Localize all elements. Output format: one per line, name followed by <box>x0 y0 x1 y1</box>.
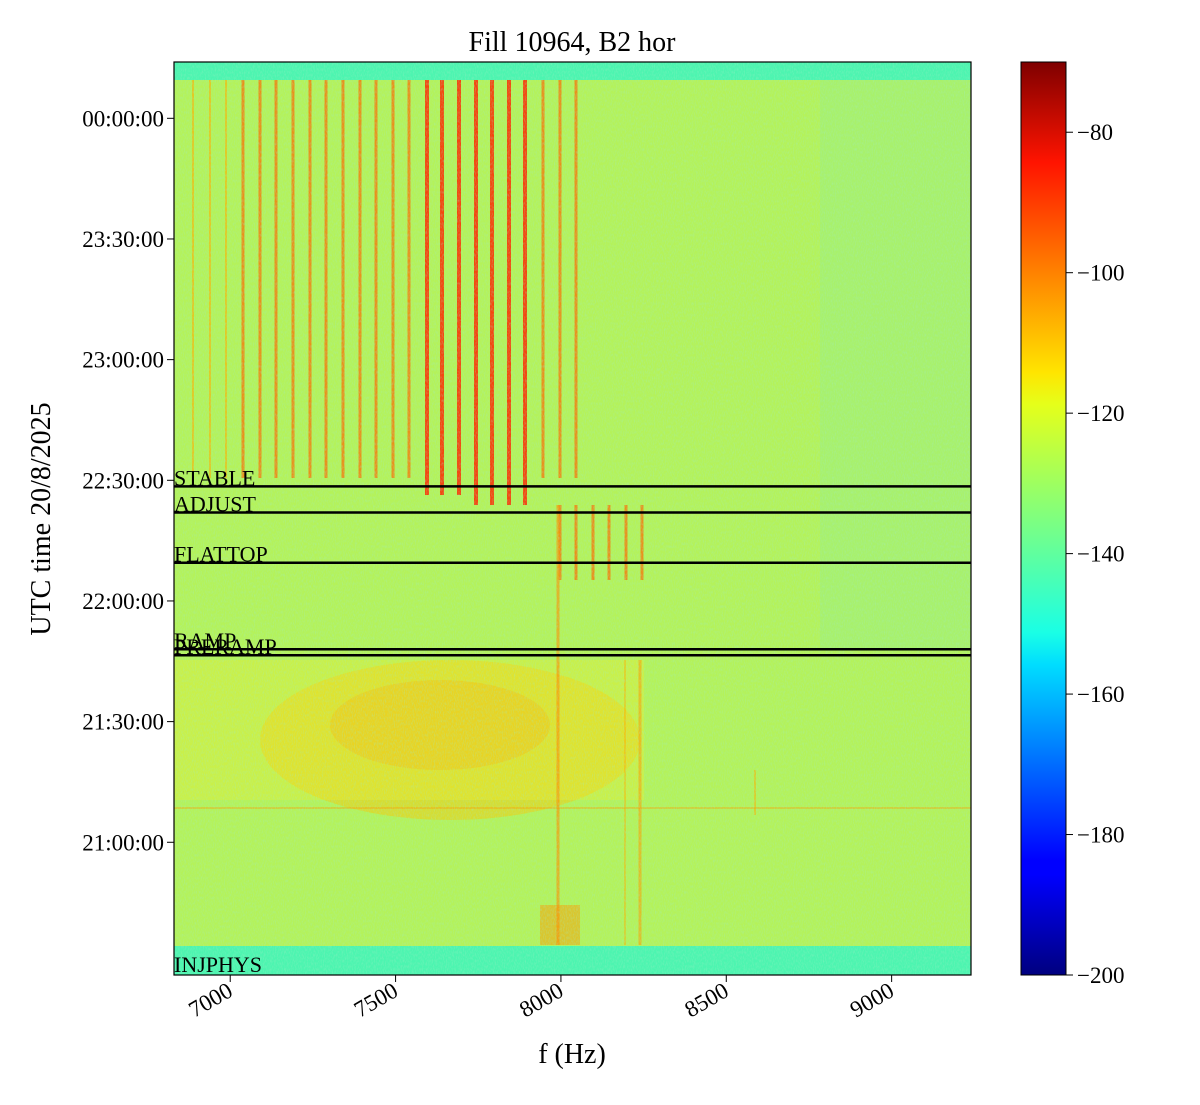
phase-label: RAMP <box>174 628 236 653</box>
colorbar-tick-label: −200 <box>1077 963 1124 988</box>
y-tick-label: 23:30:00 <box>82 227 164 252</box>
colorbar: −80 −100 −120 −140 −160 −180 −200 <box>1020 61 1124 988</box>
colorbar-tick-label: −140 <box>1077 542 1124 567</box>
y-tick-label: 22:00:00 <box>82 589 164 614</box>
y-tick-label: 21:30:00 <box>82 710 164 735</box>
colorbar-tick-label: −120 <box>1077 401 1124 426</box>
y-axis: 00:00:00 23:30:00 23:00:00 22:30:00 22:00:00… <box>82 106 174 855</box>
colorbar-ticks: −80 −100 −120 −140 −160 −180 −200 <box>1066 120 1124 988</box>
phase-label: STABLE <box>174 465 255 490</box>
phase-lines <box>174 485 971 657</box>
chart-title: Fill 10964, B2 hor <box>469 27 677 58</box>
y-tick-label: 00:00:00 <box>82 106 164 131</box>
phase-label: ADJUST <box>174 491 256 516</box>
y-tick-label: 21:00:00 <box>82 830 164 855</box>
x-axis: 7000 7500 8000 8500 9000 <box>184 975 898 1022</box>
colorbar-tick-label: −180 <box>1077 823 1124 848</box>
y-tick-label: 22:30:00 <box>82 468 164 493</box>
spectrogram-noise <box>174 62 971 975</box>
colorbar-tick-label: −160 <box>1077 682 1124 707</box>
x-tick-label: 9000 <box>846 978 898 1023</box>
x-axis-title: f (Hz) <box>538 1039 606 1070</box>
y-axis-title: UTC time 20/8/2025 <box>26 402 57 635</box>
plot-frame <box>173 61 972 976</box>
y-tick-label: 23:00:00 <box>82 348 164 373</box>
phase-label: INJPHYS <box>174 952 262 977</box>
phase-label: PRERAMP <box>174 634 277 659</box>
x-tick-label: 7500 <box>350 978 402 1023</box>
phase-label: FLATTOP <box>174 542 268 567</box>
x-tick-label: 8500 <box>680 978 732 1023</box>
x-tick-label: 8000 <box>515 978 567 1023</box>
colorbar-tick-label: −80 <box>1077 120 1113 145</box>
colorbar-gradient <box>1020 61 1067 976</box>
x-tick-label: 7000 <box>184 978 236 1023</box>
colorbar-tick-label: −100 <box>1077 261 1124 286</box>
spectrogram-plot-area <box>174 62 971 975</box>
